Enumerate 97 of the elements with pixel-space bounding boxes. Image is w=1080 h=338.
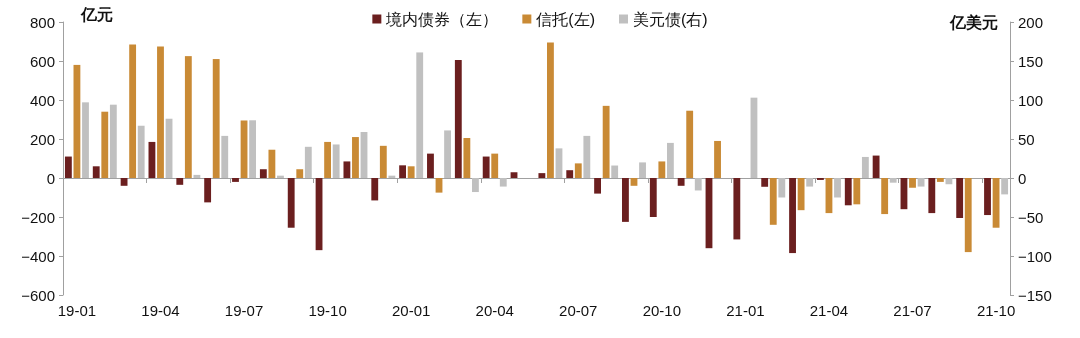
bar (491, 153, 499, 178)
x-tick-label: 21-07 (893, 302, 932, 319)
bar (193, 174, 201, 178)
bar (694, 178, 702, 191)
bar (296, 169, 304, 178)
bar (399, 165, 407, 178)
bar (733, 178, 741, 240)
bar (157, 46, 164, 178)
y2-axis-title: 亿美元 (949, 12, 998, 31)
bar (630, 178, 638, 186)
bar (510, 172, 518, 178)
bar (427, 153, 434, 178)
bar (881, 178, 889, 215)
bar (666, 142, 674, 178)
bar (714, 140, 721, 178)
bar (639, 162, 646, 178)
x-tick-label: 19-10 (308, 302, 347, 319)
bar (964, 178, 972, 253)
bar (594, 178, 601, 194)
y2-tick-label: 0 (1018, 169, 1027, 187)
bar (853, 178, 861, 205)
bar (984, 178, 991, 216)
bar (872, 155, 880, 178)
y-tick-label: 800 (29, 13, 55, 31)
y-tick-label: −400 (21, 247, 55, 265)
bar (287, 178, 295, 228)
bar (232, 178, 239, 182)
bar (379, 145, 387, 178)
bar (304, 146, 312, 178)
bar (482, 156, 490, 178)
bar (889, 178, 897, 183)
bar (259, 169, 267, 178)
x-tick-label: 21-01 (726, 302, 765, 319)
bar (602, 105, 610, 178)
x-tick-label: 20-01 (391, 302, 431, 319)
y2-tick-label: −50 (1018, 208, 1044, 226)
legend-label: 信托(左) (536, 10, 595, 28)
bar (407, 166, 415, 178)
y-tick-label: 600 (29, 52, 55, 70)
bar (928, 178, 936, 214)
y-tick-label: 400 (29, 91, 55, 109)
y2-tick-label: 200 (1018, 13, 1044, 31)
y2-tick-label: −100 (1018, 247, 1052, 265)
x-tick-label: 20-10 (642, 302, 682, 319)
legend-label: 美元债(右) (633, 10, 708, 28)
x-tick-label: 19-07 (224, 302, 264, 319)
x-tick-label: 20-04 (475, 302, 514, 319)
bar (861, 156, 869, 178)
bar (611, 165, 619, 178)
bar (789, 178, 796, 254)
bar (677, 178, 685, 186)
bar (956, 178, 964, 218)
bar (472, 178, 479, 193)
bar (435, 178, 443, 193)
y2-tick-label: 100 (1018, 91, 1044, 109)
y2-tick-label: 50 (1018, 130, 1035, 148)
y-tick-label: 0 (46, 169, 55, 187)
x-tick-label: 20-07 (559, 302, 598, 319)
bar (538, 173, 546, 178)
bar (212, 59, 220, 178)
bar (454, 60, 462, 178)
bar (463, 138, 471, 178)
x-tick-label: 19-04 (141, 302, 180, 319)
bar (268, 149, 276, 178)
bar (184, 56, 192, 178)
bar (129, 44, 137, 178)
bar (547, 42, 554, 178)
bar (64, 156, 72, 178)
bar (686, 110, 694, 178)
bar (622, 178, 629, 222)
bar (583, 135, 591, 178)
y-axis-title: 亿元 (80, 5, 113, 23)
bar (120, 178, 128, 186)
bar (769, 178, 777, 225)
bar (416, 52, 424, 178)
y2-tick-label: −150 (1018, 286, 1052, 304)
y-tick-label: −200 (21, 208, 55, 226)
bar (649, 178, 657, 217)
bar (806, 178, 814, 187)
bar (499, 178, 507, 187)
x-tick-label: 19-01 (57, 302, 97, 319)
bar (204, 178, 212, 203)
bar (343, 161, 351, 178)
y-tick-label: 200 (29, 130, 55, 148)
bar (444, 130, 451, 178)
bar (371, 178, 379, 201)
bar (761, 178, 769, 187)
bar (92, 166, 100, 178)
y-tick-label: −600 (21, 286, 55, 304)
bar (797, 178, 805, 211)
bar (176, 178, 184, 185)
bar (566, 170, 574, 178)
bar (844, 178, 852, 206)
x-tick-label: 21-10 (976, 302, 1016, 319)
legend-label: 境内债券（左） (385, 10, 499, 28)
x-tick-label: 21-04 (809, 302, 849, 319)
y2-tick-label: 150 (1018, 52, 1044, 70)
